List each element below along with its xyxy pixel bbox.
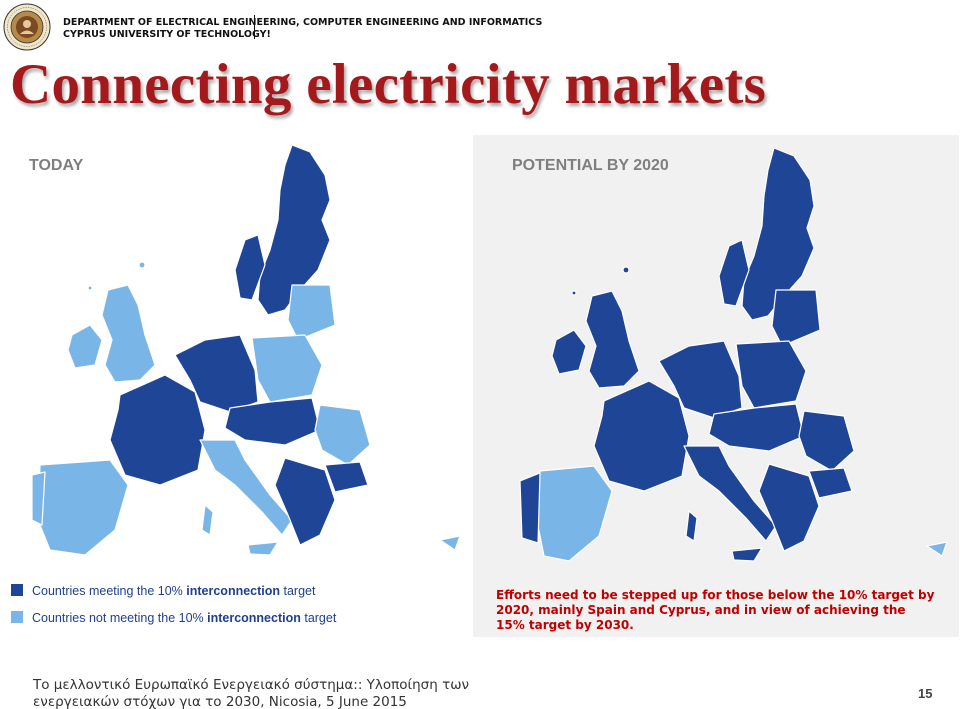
footer-line-2: ενεργειακών στόχων για το 2030, Nicosia,… bbox=[33, 694, 407, 709]
legend-swatch-meeting bbox=[11, 584, 23, 596]
legend-item-meeting: Countries meeting the 10% interconnectio… bbox=[11, 584, 315, 598]
panel-label-2020: POTENTIAL BY 2020 bbox=[512, 157, 669, 174]
legend-swatch-not-meeting bbox=[11, 611, 23, 623]
department-name: DEPARTMENT OF ELECTRICAL ENGINEERING, CO… bbox=[63, 17, 543, 28]
legend-not-meeting-bold: interconnection bbox=[207, 611, 301, 625]
department-header: DEPARTMENT OF ELECTRICAL ENGINEERING, CO… bbox=[63, 17, 542, 41]
footer-caption: Το μελλοντικό Ευρωπαϊκό Ενεργειακό σύστη… bbox=[33, 677, 503, 709]
text-cursor bbox=[254, 15, 255, 39]
legend-meeting-suffix: target bbox=[280, 584, 316, 598]
slide-title: Connecting electricity markets bbox=[10, 53, 767, 116]
europe-map-2020: .dk2 { fill: #1f4596; stroke: #ffffff; s… bbox=[519, 148, 948, 562]
legend-not-meeting-suffix: target bbox=[300, 611, 337, 625]
legend-not-meeting-prefix: Countries not meeting the 10% bbox=[32, 611, 208, 625]
legend-item-not-meeting: Countries not meeting the 10% interconne… bbox=[11, 611, 336, 625]
legend-meeting-bold: interconnection bbox=[186, 584, 281, 598]
university-logo bbox=[3, 3, 51, 51]
legend-meeting-prefix: Countries meeting the 10% bbox=[32, 584, 187, 598]
panel-label-today: TODAY bbox=[29, 157, 84, 174]
efforts-note: Efforts need to be stepped up for those … bbox=[496, 588, 935, 632]
footer-line-1: Το μελλοντικό Ευρωπαϊκό Ενεργειακό σύστη… bbox=[33, 677, 470, 693]
page-number: 15 bbox=[918, 686, 933, 701]
europe-map-today: .dk { fill: #1f4596; stroke: #ffffff; st… bbox=[31, 144, 461, 556]
university-name: CYPRUS UNIVERSITY OF TECHNOLOGY! bbox=[63, 29, 271, 40]
